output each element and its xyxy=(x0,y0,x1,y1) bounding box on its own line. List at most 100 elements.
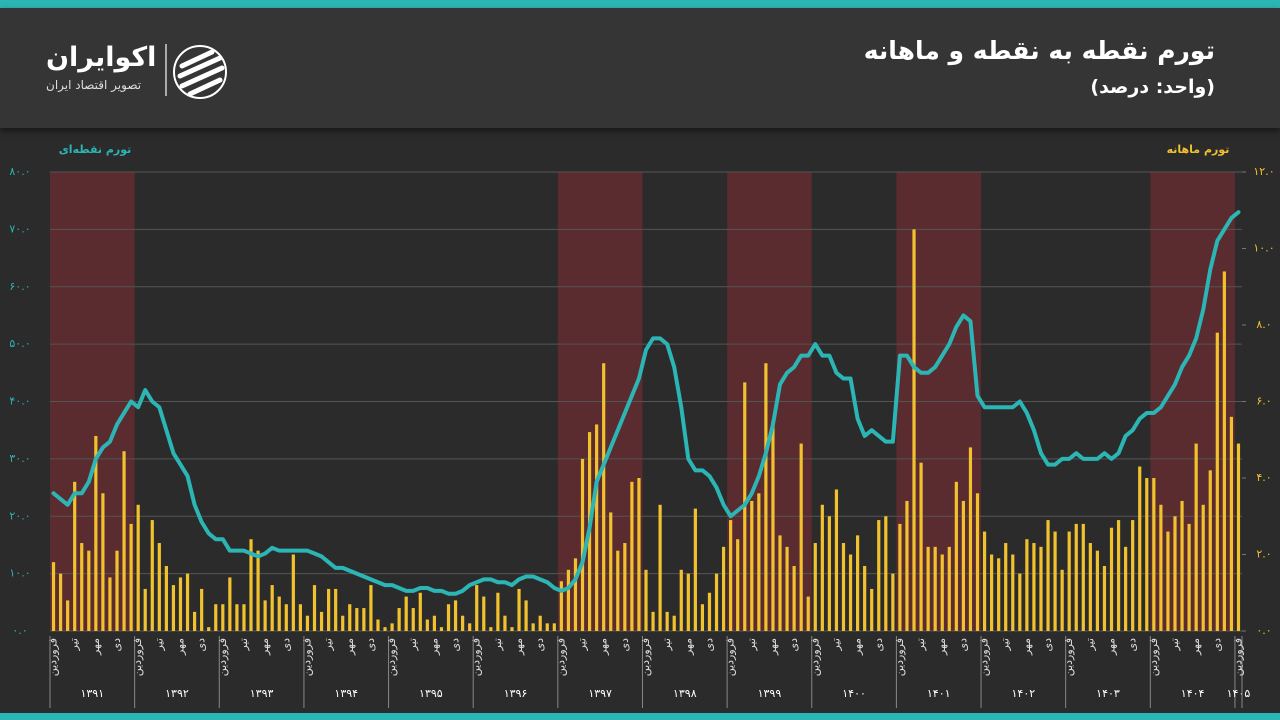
logo-divider xyxy=(165,44,167,96)
chart-title: تورم نقطه به نقطه و ماهانه xyxy=(863,36,1215,65)
bar xyxy=(341,615,345,631)
bar xyxy=(997,558,1001,631)
bar xyxy=(841,543,846,631)
bar xyxy=(291,554,295,631)
bar xyxy=(884,516,888,631)
bar xyxy=(348,604,352,631)
bar xyxy=(376,619,380,631)
bar xyxy=(143,588,147,631)
bar xyxy=(658,504,662,631)
bar xyxy=(101,493,105,631)
y2-tick-label: ۲.۰ xyxy=(1256,548,1271,561)
year-label: ۱۳۹۱ xyxy=(80,687,104,700)
x-tick-label: تیر xyxy=(660,638,673,651)
bar xyxy=(355,608,359,631)
bar xyxy=(284,604,288,631)
bar xyxy=(66,600,70,631)
year-label: ۱۳۹۸ xyxy=(673,687,697,700)
bar xyxy=(877,520,881,631)
bar xyxy=(432,615,437,631)
bar xyxy=(277,596,281,631)
bar xyxy=(1201,504,1205,631)
bar xyxy=(1032,543,1036,631)
bar xyxy=(855,535,860,631)
bar xyxy=(362,608,366,631)
bar xyxy=(729,520,733,631)
bar xyxy=(714,573,719,631)
year-label: ۱۴۰۱ xyxy=(927,687,951,700)
bar xyxy=(679,569,683,631)
legend-label: تورم ماهانه xyxy=(1167,143,1230,156)
bar xyxy=(1166,531,1170,631)
chart-subtitle: (واحد: درصد) xyxy=(1090,76,1215,98)
bar xyxy=(580,458,585,631)
bar xyxy=(990,554,994,631)
line xyxy=(51,210,1241,596)
bar xyxy=(750,500,754,631)
bar xyxy=(475,585,479,631)
bar xyxy=(863,565,867,631)
x-tick-label: تیر xyxy=(829,638,842,651)
bar xyxy=(933,546,937,631)
bar xyxy=(806,596,810,631)
bar xyxy=(1187,523,1191,631)
bar xyxy=(249,539,253,631)
y2-tick-label: ۶.۰ xyxy=(1256,395,1271,408)
x-tick-label: تیر xyxy=(745,638,758,651)
bar xyxy=(630,481,634,631)
y2-tick-label: ۰.۰ xyxy=(1256,624,1271,637)
bar xyxy=(87,550,91,631)
x-tick-label: دی xyxy=(1210,638,1223,652)
y-tick-label: ۶۰.۰ xyxy=(9,280,30,293)
bar xyxy=(164,565,168,631)
x-tick-label: مهر xyxy=(512,638,525,656)
bar xyxy=(891,573,895,631)
bar xyxy=(171,585,176,631)
bar xyxy=(764,363,768,631)
x-tick-label: تیر xyxy=(576,638,589,651)
x-tick-label: فروردین xyxy=(300,638,313,676)
logo xyxy=(173,45,227,99)
x-tick-label: فروردین xyxy=(724,638,737,676)
bar xyxy=(510,627,514,631)
bar xyxy=(1018,573,1022,631)
y-tick-label: ۲۰.۰ xyxy=(9,509,30,522)
bar xyxy=(1194,443,1198,631)
bar xyxy=(1180,500,1184,631)
bar xyxy=(298,604,302,631)
bar xyxy=(1095,550,1100,631)
bar xyxy=(319,611,324,631)
bar xyxy=(496,592,500,631)
bar xyxy=(1173,516,1177,631)
x-tick-label: دی xyxy=(110,638,123,652)
year-label: ۱۳۹۲ xyxy=(165,687,189,700)
bar xyxy=(214,604,218,631)
bar xyxy=(108,577,112,631)
bar xyxy=(651,611,655,631)
bar xyxy=(827,516,831,631)
x-tick-label: تیر xyxy=(322,638,335,651)
year-label: ۱۳۹۷ xyxy=(588,687,612,700)
x-tick-label: فروردین xyxy=(216,638,229,676)
header: تورم نقطه به نقطه و ماهانه (واحد: درصد) … xyxy=(0,8,1280,128)
x-tick-label: مهر xyxy=(597,638,610,656)
x-tick-label: مهر xyxy=(766,638,779,656)
bar xyxy=(637,478,641,631)
y2-tick-label: ۴.۰ xyxy=(1256,471,1271,484)
x-tick-label: دی xyxy=(279,638,292,652)
bar xyxy=(129,523,133,631)
bar xyxy=(961,500,965,631)
bar xyxy=(369,585,373,631)
x-tick-label: دی xyxy=(787,638,800,652)
bar xyxy=(531,623,535,631)
x-tick-label: تیر xyxy=(237,638,250,651)
bar xyxy=(672,615,676,631)
brand-tagline: تصویر اقتصاد ایران xyxy=(46,78,142,92)
bar xyxy=(834,489,839,631)
bar xyxy=(820,504,824,631)
x-tick-label: تیر xyxy=(68,638,81,651)
x-tick-label: فروردین xyxy=(131,638,144,676)
bar xyxy=(912,229,916,631)
bar xyxy=(390,623,394,631)
bar xyxy=(1222,271,1226,631)
